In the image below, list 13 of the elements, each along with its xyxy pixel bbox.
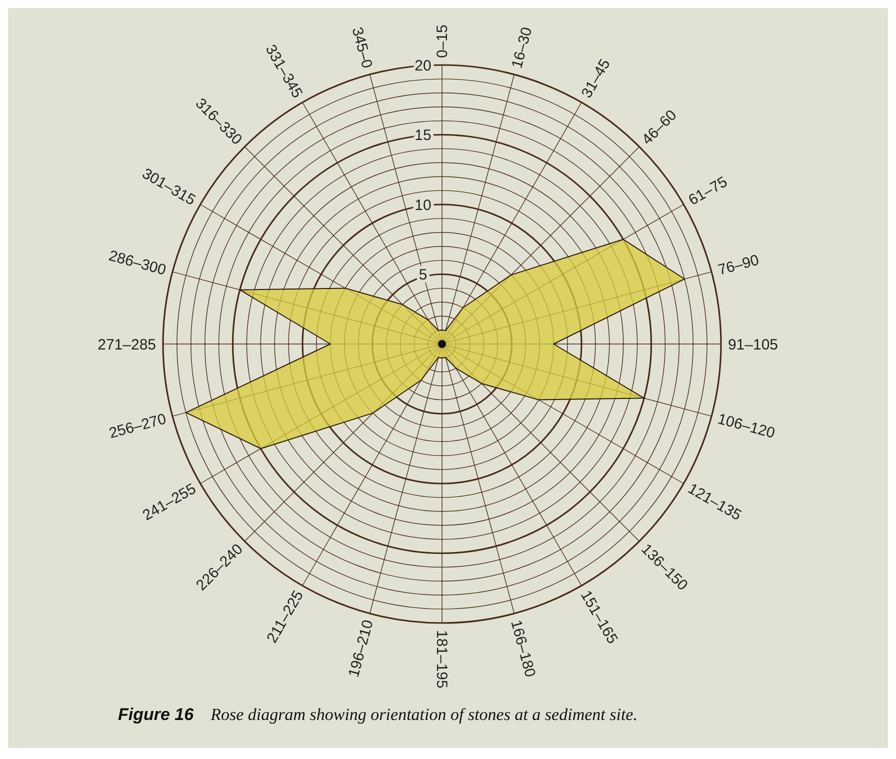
spoke-label: 16–30: [508, 25, 536, 70]
spoke-label: 271–285: [98, 336, 156, 354]
spoke-label: 256–270: [107, 410, 168, 442]
spoke-label: 106–120: [716, 410, 777, 442]
spoke-label: 181–195: [432, 630, 450, 688]
spoke-label: 0–15: [434, 24, 452, 58]
spoke-label: 91–105: [728, 336, 778, 354]
spoke-label: 166–180: [507, 618, 539, 680]
spoke-label: 286–300: [106, 247, 168, 279]
spoke-label: 345–0: [348, 25, 376, 70]
spoke-label: 196–210: [345, 618, 377, 680]
spoke-label: 76–90: [716, 252, 761, 279]
text: Figure 16 Rose diagram showing orientation of stones at a sediment site.: [118, 705, 638, 724]
